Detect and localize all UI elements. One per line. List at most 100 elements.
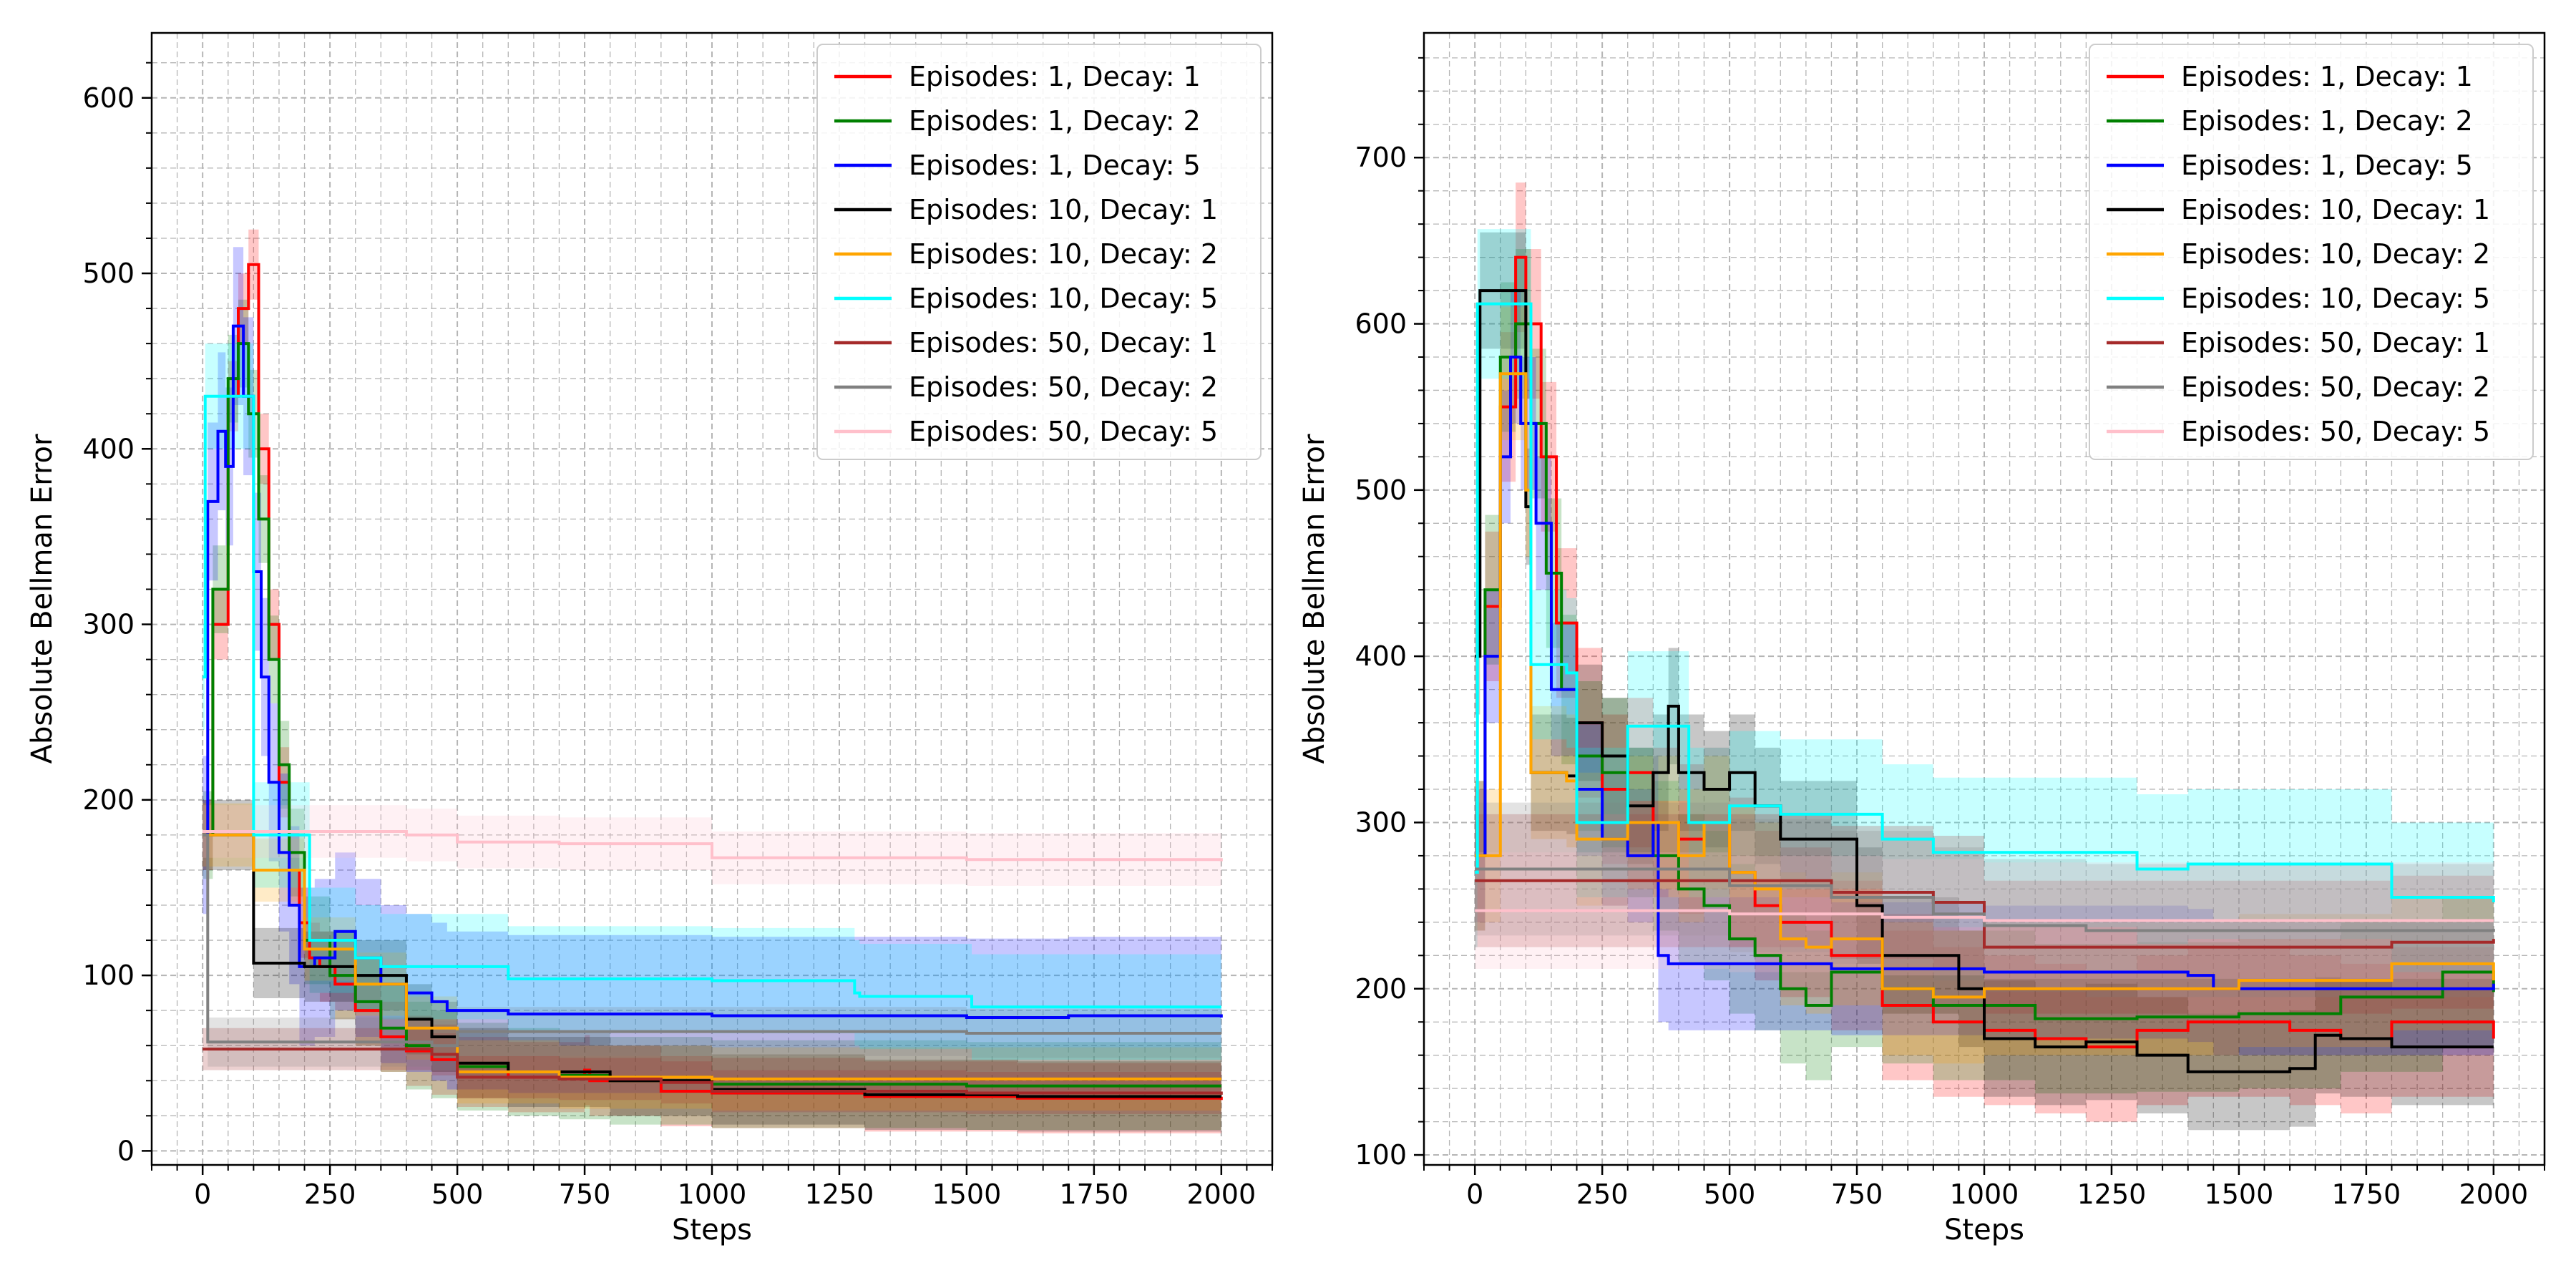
right-chart: 0 250 500 750 1000 1250 1500 1750 2000 100 200 300 4… <box>1298 31 2546 1246</box>
legend-label: Episodes: 10, Decay: 1 <box>909 194 1218 225</box>
y-tick-label: 600 <box>1355 308 1407 340</box>
legend-item: Episodes: 1, Decay: 5 <box>2107 150 2473 181</box>
legend-label: Episodes: 1, Decay: 5 <box>2181 150 2473 181</box>
legend-frame <box>816 44 1262 460</box>
legend-item: Episodes: 10, Decay: 5 <box>2107 283 2490 314</box>
legend-label: Episodes: 50, Decay: 1 <box>909 327 1218 358</box>
series-line-2 <box>203 342 1221 1088</box>
legend-item: Episodes: 50, Decay: 1 <box>2107 327 2490 358</box>
series-line-1 <box>203 263 1223 1101</box>
series-line-5 <box>203 833 1221 1080</box>
legend-label: Episodes: 10, Decay: 1 <box>2181 194 2490 225</box>
x-tick-label: 1500 <box>932 1179 1002 1210</box>
x-tick-label: 2000 <box>1186 1179 1256 1210</box>
x-tick-label: 750 <box>1831 1179 1883 1210</box>
y-tick-label: 500 <box>1355 474 1407 506</box>
legend-item: Episodes: 1, Decay: 5 <box>834 150 1201 181</box>
legend-label: Episodes: 1, Decay: 2 <box>909 105 1201 137</box>
y-tick-label: 100 <box>82 960 135 991</box>
x-tick-label: 250 <box>304 1179 356 1210</box>
x-tick-label: 1250 <box>805 1179 874 1210</box>
legend-item: Episodes: 50, Decay: 5 <box>834 416 1218 447</box>
series-lines <box>1475 255 2495 1073</box>
series-line-9 <box>1475 909 2494 922</box>
y-tick-label: 300 <box>1355 806 1407 838</box>
legend-item: Episodes: 50, Decay: 1 <box>834 327 1218 358</box>
series-line-7 <box>203 1048 1223 1095</box>
x-tick-label: 1000 <box>1950 1179 2019 1210</box>
legend-label: Episodes: 1, Decay: 2 <box>2181 105 2473 137</box>
legend-item: Episodes: 10, Decay: 1 <box>834 194 1218 225</box>
series-line-2 <box>1475 322 2495 1020</box>
series-line-6 <box>1475 302 2495 902</box>
legend-item: Episodes: 1, Decay: 1 <box>2107 61 2473 92</box>
y-tick-label: 500 <box>82 258 135 289</box>
series-band-6 <box>203 343 1221 1060</box>
legend: Episodes: 1, Decay: 1 Episodes: 1, Decay:… <box>2089 44 2534 460</box>
series-band-8 <box>203 810 1221 1070</box>
legend-label: Episodes: 1, Decay: 1 <box>2181 61 2473 92</box>
x-tick-label: 1250 <box>2077 1179 2147 1210</box>
series-lines <box>203 263 1223 1101</box>
x-axis: 0 250 500 750 1000 1250 1500 1750 2000 <box>1423 1165 2545 1210</box>
left-chart: 0 250 500 750 1000 1250 1500 1750 2000 0 100 200 300… <box>26 31 1274 1246</box>
y-axis-label: Absolute Bellman Error <box>1298 434 1331 763</box>
legend-item: Episodes: 10, Decay: 2 <box>2107 238 2490 270</box>
legend-label: Episodes: 50, Decay: 5 <box>909 416 1218 447</box>
y-tick-label: 200 <box>1355 973 1407 1005</box>
x-tick-label: 500 <box>431 1179 484 1210</box>
series-line-3 <box>1475 355 2495 990</box>
series-line-8 <box>1475 867 2495 932</box>
legend-frame <box>2089 44 2534 460</box>
legend-item: Episodes: 1, Decay: 2 <box>834 105 1201 137</box>
series-band-2 <box>203 299 1221 1130</box>
series-line-8 <box>203 833 1221 1048</box>
x-tick-label: 0 <box>1466 1179 1483 1210</box>
legend-label: Episodes: 1, Decay: 1 <box>909 61 1201 92</box>
y-tick-label: 0 <box>117 1135 135 1166</box>
legend-label: Episodes: 50, Decay: 2 <box>2181 371 2490 403</box>
series-band-3 <box>203 247 1221 1097</box>
legend-item: Episodes: 1, Decay: 1 <box>834 61 1201 92</box>
legend-item: Episodes: 50, Decay: 2 <box>2107 371 2490 403</box>
legend-item: Episodes: 50, Decay: 5 <box>2107 416 2490 447</box>
y-axis: 0 100 200 300 400 500 600 <box>82 62 152 1166</box>
x-tick-label: 2000 <box>2459 1179 2528 1210</box>
y-tick-label: 400 <box>82 433 135 464</box>
x-tick-label: 1500 <box>2205 1179 2274 1210</box>
series-line-6 <box>203 394 1221 1009</box>
legend-label: Episodes: 50, Decay: 5 <box>2181 416 2490 447</box>
legend-label: Episodes: 10, Decay: 5 <box>909 283 1218 314</box>
legend-label: Episodes: 10, Decay: 2 <box>2181 238 2490 270</box>
x-tick-label: 1750 <box>2332 1179 2401 1210</box>
y-tick-label: 700 <box>1355 142 1407 173</box>
y-tick-label: 300 <box>82 609 135 640</box>
x-tick-label: 750 <box>559 1179 611 1210</box>
y-tick-label: 100 <box>1355 1139 1407 1171</box>
x-axis-label: Steps <box>1944 1214 2024 1246</box>
x-tick-label: 500 <box>1704 1179 1756 1210</box>
x-tick-label: 0 <box>194 1179 211 1210</box>
x-tick-label: 1000 <box>678 1179 747 1210</box>
legend-label: Episodes: 50, Decay: 2 <box>909 371 1218 403</box>
legend-item: Episodes: 10, Decay: 1 <box>2107 194 2490 225</box>
y-axis: 100 200 300 400 500 600 700 <box>1355 57 1424 1171</box>
y-tick-label: 400 <box>1355 640 1407 672</box>
x-axis: 0 250 500 750 1000 1250 1500 1750 2000 <box>151 1165 1273 1210</box>
legend-label: Episodes: 1, Decay: 5 <box>909 150 1201 181</box>
legend-label: Episodes: 50, Decay: 1 <box>2181 327 2490 358</box>
legend-label: Episodes: 10, Decay: 2 <box>909 238 1218 270</box>
y-axis-label: Absolute Bellman Error <box>26 434 59 763</box>
legend-label: Episodes: 10, Decay: 5 <box>2181 283 2490 314</box>
x-tick-label: 1750 <box>1060 1179 1129 1210</box>
legend-item: Episodes: 10, Decay: 5 <box>834 283 1218 314</box>
legend: Episodes: 1, Decay: 1 Episodes: 1, Decay:… <box>816 44 1262 460</box>
x-tick-label: 250 <box>1576 1179 1629 1210</box>
y-tick-label: 600 <box>82 82 135 114</box>
legend-item: Episodes: 10, Decay: 2 <box>834 238 1218 270</box>
legend-item: Episodes: 50, Decay: 2 <box>834 371 1218 403</box>
x-axis-label: Steps <box>672 1214 752 1246</box>
legend-item: Episodes: 1, Decay: 2 <box>2107 105 2473 137</box>
y-tick-label: 200 <box>82 784 135 816</box>
